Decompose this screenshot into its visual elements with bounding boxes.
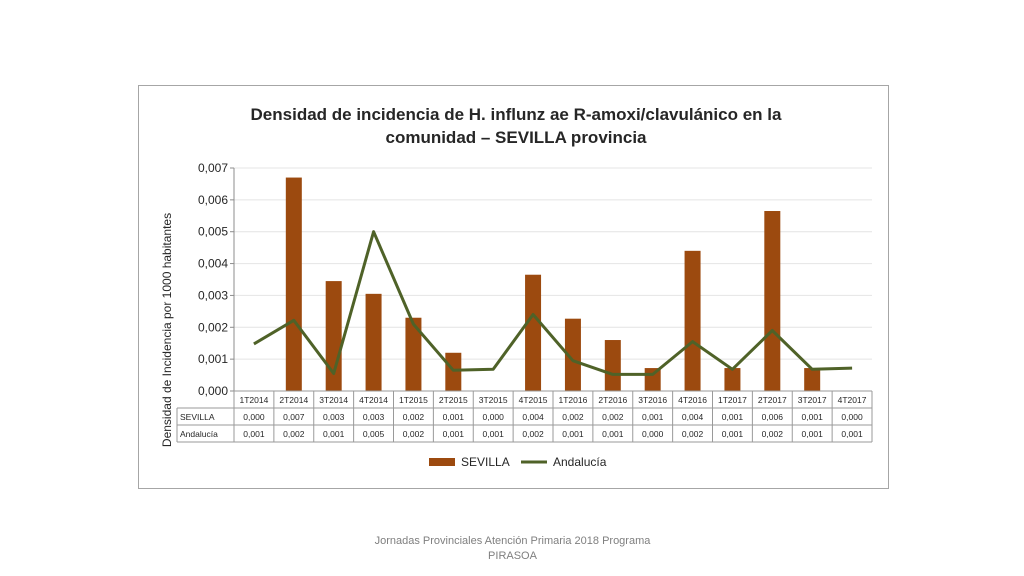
chart-svg: Densidad de incidencia de H. influnz ae … <box>160 105 873 469</box>
table-cell-value: 0,001 <box>443 429 465 439</box>
table-cell-value: 0,006 <box>762 412 784 422</box>
x-tick-label: 1T2016 <box>559 395 588 405</box>
table-cell-value: 0,001 <box>243 429 265 439</box>
table-cell-value: 0,001 <box>802 412 824 422</box>
table-cell-value: 0,001 <box>602 429 624 439</box>
bar-sevilla <box>724 368 741 391</box>
data-table: 1T2014 2T2014 3T2014 4T2014 1T2015 2T2015 3T20… <box>176 390 873 443</box>
table-cell-value: 0,001 <box>722 412 744 422</box>
table-cell-value: 0,000 <box>483 412 505 422</box>
chart-title-line1: Densidad de incidencia de H. influnz ae … <box>251 105 782 124</box>
table-cell-value: 0,002 <box>403 429 425 439</box>
chart-title-line2: comunidad – SEVILLA provincia <box>385 128 647 147</box>
chart-frame: Densidad de incidencia de H. influnz ae … <box>138 85 889 489</box>
bar-sevilla <box>564 318 581 391</box>
table-cell-value: 0,001 <box>483 429 505 439</box>
bar-sevilla <box>684 250 701 391</box>
table-cell-value: 0,002 <box>522 429 544 439</box>
table-cell-value: 0,001 <box>802 429 824 439</box>
plot-area: 0,000 0,001 0,002 0,003 0,004 0,005 0,006 0,007 <box>198 161 872 398</box>
table-cell-value: 0,001 <box>323 429 345 439</box>
table-cell-value: 0,000 <box>243 412 265 422</box>
bar-sevilla <box>365 293 382 391</box>
x-tick-label: 2T2015 <box>439 395 468 405</box>
x-tick-label: 4T2014 <box>359 395 388 405</box>
y-axis-label: Densidad de Incidencia por 1000 habitant… <box>160 213 174 447</box>
footer-line2: PIRASOA <box>488 550 537 562</box>
table-series-name: SEVILLA <box>180 412 215 422</box>
bar-sevilla <box>285 177 302 391</box>
table-cell-value: 0,002 <box>403 412 425 422</box>
table-series-name: Andalucía <box>180 429 218 439</box>
footer-caption: Jornadas Provinciales Atención Primaria … <box>340 534 685 564</box>
table-cell-value: 0,002 <box>762 429 784 439</box>
y-tick-label: 0,000 <box>198 384 228 398</box>
table-cell-value: 0,000 <box>841 412 863 422</box>
x-tick-label: 1T2017 <box>718 395 747 405</box>
table-cell-value: 0,003 <box>363 412 385 422</box>
x-tick-label: 3T2014 <box>319 395 348 405</box>
x-tick-label: 1T2015 <box>399 395 428 405</box>
x-tick-label: 2T2017 <box>758 395 787 405</box>
table-cell-value: 0,001 <box>841 429 863 439</box>
y-tick-label: 0,005 <box>198 225 228 239</box>
x-tick-label: 3T2016 <box>638 395 667 405</box>
y-tick-label: 0,003 <box>198 288 228 302</box>
y-tick-label: 0,006 <box>198 193 228 207</box>
bar-sevilla <box>604 340 621 391</box>
table-cell-value: 0,002 <box>682 429 704 439</box>
line-andalucia <box>253 230 853 376</box>
table-cell-value: 0,002 <box>562 412 584 422</box>
x-tick-label: 3T2015 <box>479 395 508 405</box>
x-tick-label: 4T2016 <box>678 395 707 405</box>
x-tick-label: 2T2016 <box>598 395 627 405</box>
table-cell-value: 0,001 <box>642 412 664 422</box>
table-cell-value: 0,005 <box>363 429 385 439</box>
table-cell-value: 0,000 <box>642 429 664 439</box>
legend-label-andalucia: Andalucía <box>553 455 607 469</box>
x-tick-label: 4T2017 <box>838 395 867 405</box>
y-tick-label: 0,007 <box>198 161 228 175</box>
x-tick-label: 4T2015 <box>519 395 548 405</box>
legend-swatch-sevilla <box>429 458 455 466</box>
y-tick-label: 0,002 <box>198 320 228 334</box>
table-cell-value: 0,003 <box>323 412 345 422</box>
legend: SEVILLA Andalucía <box>429 455 607 469</box>
footer-line1: Jornadas Provinciales Atención Primaria … <box>374 535 651 547</box>
bar-sevilla <box>764 211 781 391</box>
table-cell-value: 0,001 <box>722 429 744 439</box>
bar-sevilla <box>445 352 462 391</box>
bar-sevilla <box>525 274 542 391</box>
table-cell-value: 0,004 <box>682 412 704 422</box>
table-cell-value: 0,002 <box>283 429 305 439</box>
table-cell-value: 0,001 <box>562 429 584 439</box>
table-cell-value: 0,004 <box>522 412 544 422</box>
bar-sevilla <box>804 368 821 391</box>
y-tick-label: 0,001 <box>198 352 228 366</box>
legend-label-sevilla: SEVILLA <box>461 455 510 469</box>
bar-sevilla <box>405 317 422 391</box>
x-tick-label: 3T2017 <box>798 395 827 405</box>
table-cell-value: 0,001 <box>443 412 465 422</box>
table-cell-value: 0,007 <box>283 412 305 422</box>
x-tick-label: 1T2014 <box>240 395 269 405</box>
table-cell-value: 0,002 <box>602 412 624 422</box>
x-tick-label: 2T2014 <box>279 395 308 405</box>
y-tick-label: 0,004 <box>198 257 228 271</box>
